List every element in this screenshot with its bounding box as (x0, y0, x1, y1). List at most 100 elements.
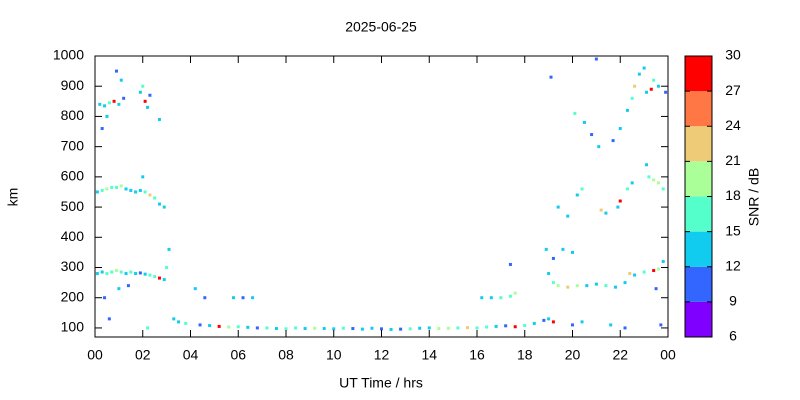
y-tick-label: 400 (61, 228, 85, 244)
y-tick-label: 1000 (53, 47, 84, 63)
data-point (652, 78, 656, 82)
data-point (105, 187, 109, 191)
data-point (134, 272, 138, 276)
y-tick-label: 200 (61, 288, 85, 304)
x-tick-label: 12 (374, 347, 390, 363)
data-point (594, 282, 598, 286)
data-point (544, 247, 548, 251)
data-point (616, 205, 620, 209)
data-point (656, 267, 660, 271)
data-point (124, 187, 128, 191)
data-point (494, 324, 498, 328)
data-point (110, 270, 114, 274)
data-point (585, 284, 589, 288)
data-point (630, 181, 634, 185)
data-point (609, 323, 613, 327)
data-point (294, 326, 298, 330)
data-point (594, 57, 598, 61)
data-point (143, 272, 147, 276)
data-point (523, 324, 527, 328)
data-point (513, 291, 517, 295)
data-point (456, 326, 460, 330)
data-point (604, 284, 608, 288)
data-point (184, 321, 188, 325)
y-tick-label: 800 (61, 107, 85, 123)
data-point (661, 259, 665, 263)
data-point (370, 326, 374, 330)
data-point (241, 296, 245, 300)
data-point (167, 247, 171, 251)
colorbar-segment (685, 91, 712, 127)
x-tick-label: 10 (326, 347, 342, 363)
data-point (208, 324, 212, 328)
y-tick-label: 600 (61, 168, 85, 184)
x-tick-label: 04 (183, 347, 199, 363)
data-point (322, 327, 326, 331)
data-point (642, 270, 646, 274)
data-point (231, 296, 235, 300)
data-point (265, 326, 269, 330)
data-point (114, 185, 118, 189)
y-axis-label: km (5, 188, 21, 207)
data-point (148, 93, 152, 97)
data-point (649, 87, 653, 91)
x-tick-label: 16 (469, 347, 485, 363)
colorbar-segment (685, 301, 712, 337)
colorbar-tick-label: 15 (725, 222, 741, 238)
colorbar-tick-label: 12 (725, 257, 741, 273)
y-tick-label: 100 (61, 319, 85, 335)
data-point (112, 99, 116, 103)
x-axis-label: UT Time / hrs (339, 375, 423, 391)
data-point (551, 320, 555, 324)
data-point (117, 287, 121, 291)
data-point (652, 269, 656, 273)
colorbar-tick-label: 30 (725, 47, 741, 63)
data-point (549, 75, 553, 79)
data-point (642, 66, 646, 70)
x-tick-label: 00 (660, 347, 676, 363)
colorbar-tick-label: 6 (729, 328, 737, 344)
data-point (138, 271, 142, 275)
data-point (124, 272, 128, 276)
data-point (198, 323, 202, 327)
data-point (251, 296, 255, 300)
data-point (103, 296, 107, 300)
data-point (141, 175, 145, 179)
data-point (582, 120, 586, 124)
colorbar-segment (685, 161, 712, 197)
data-point (656, 181, 660, 185)
data-point (146, 105, 150, 109)
data-point (613, 285, 617, 289)
data-point (103, 104, 107, 108)
data-point (153, 275, 157, 279)
data-point (114, 69, 118, 73)
colorbar-segment (685, 126, 712, 162)
data-point (129, 270, 133, 274)
x-tick-label: 20 (565, 347, 581, 363)
data-point (489, 296, 493, 300)
data-point (633, 273, 637, 277)
data-point (227, 325, 231, 329)
colorbar-tick-label: 24 (725, 117, 741, 133)
data-point (143, 99, 147, 103)
data-point (313, 326, 317, 330)
data-point (148, 273, 152, 277)
colorbar-segment (685, 196, 712, 232)
data-point (485, 325, 489, 329)
data-point (246, 325, 250, 329)
data-point (255, 326, 259, 330)
data-point (633, 84, 637, 88)
data-point (399, 327, 403, 331)
data-point (217, 324, 221, 328)
data-point (656, 84, 660, 88)
data-point (95, 272, 99, 276)
data-point (566, 214, 570, 218)
data-point (129, 188, 133, 192)
data-point (107, 101, 111, 105)
data-point (597, 145, 601, 149)
data-point (659, 323, 663, 327)
data-point (165, 266, 169, 270)
colorbar-tick-label: 9 (729, 293, 737, 309)
colorbar-tick-label: 18 (725, 187, 741, 203)
